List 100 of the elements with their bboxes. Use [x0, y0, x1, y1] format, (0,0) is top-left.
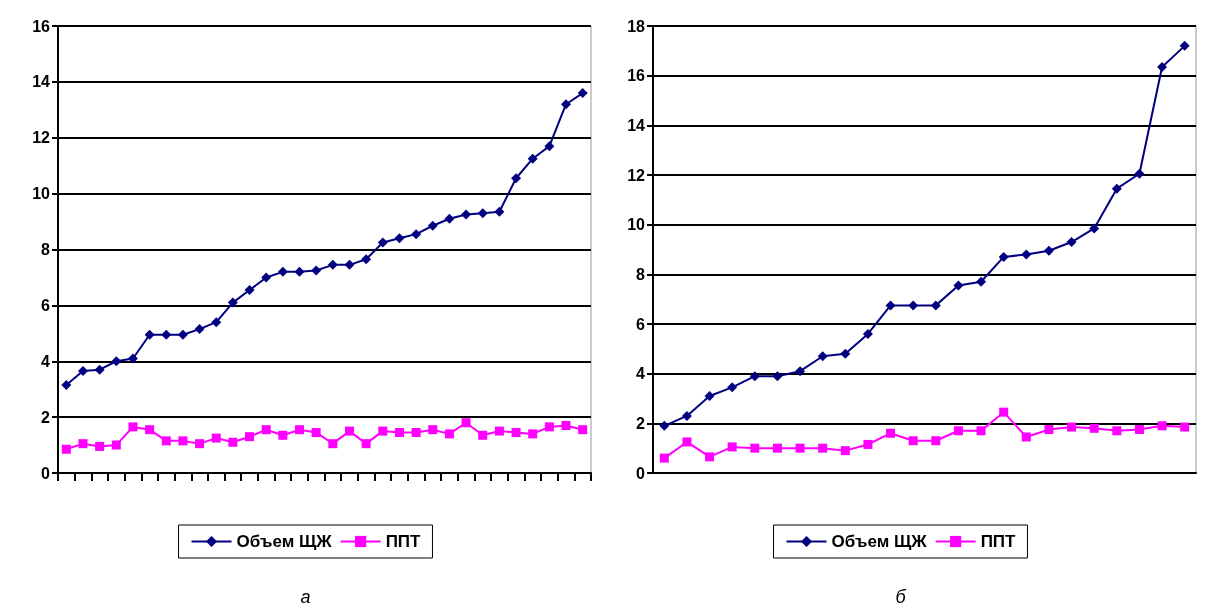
point — [1134, 425, 1144, 435]
y-tick-label: 4 — [41, 352, 51, 370]
point — [953, 426, 963, 436]
point — [494, 426, 504, 436]
point — [976, 276, 987, 287]
point — [211, 433, 221, 443]
point — [1112, 426, 1122, 436]
point — [1134, 168, 1145, 179]
point — [795, 366, 806, 377]
point — [795, 443, 805, 453]
point — [144, 329, 155, 340]
point — [885, 300, 896, 311]
point — [750, 443, 760, 453]
point — [527, 153, 538, 164]
point — [245, 432, 255, 442]
y-tick-label: 0 — [636, 464, 646, 482]
point — [277, 266, 288, 277]
y-tick-label: 4 — [636, 365, 646, 383]
point — [659, 453, 669, 463]
point — [577, 88, 588, 99]
point — [1043, 245, 1054, 256]
point — [1157, 61, 1168, 72]
point — [261, 272, 272, 283]
point — [1089, 223, 1100, 234]
point — [561, 421, 571, 431]
point — [261, 425, 271, 435]
point — [77, 366, 88, 377]
point — [749, 371, 760, 382]
y-tick-label: 2 — [636, 414, 646, 432]
y-tick-label: 14 — [627, 116, 646, 134]
point — [211, 317, 222, 328]
y-tick-label: 12 — [627, 166, 646, 184]
point — [177, 329, 188, 340]
point — [361, 254, 372, 265]
point — [478, 430, 488, 440]
point — [908, 300, 919, 311]
point — [1067, 422, 1077, 432]
point — [840, 348, 851, 359]
point — [908, 436, 918, 446]
point — [1157, 421, 1167, 431]
point — [461, 209, 472, 220]
point — [772, 371, 783, 382]
point — [295, 425, 305, 435]
y-tick-label: 2 — [41, 408, 51, 426]
point — [1089, 423, 1099, 433]
point — [61, 380, 72, 390]
point — [444, 429, 454, 439]
point — [161, 329, 172, 340]
y-tick-label: 10 — [627, 216, 646, 234]
y-tick-label: 12 — [32, 129, 51, 147]
point — [78, 439, 88, 449]
point — [94, 364, 105, 375]
point — [930, 300, 941, 311]
point — [195, 439, 205, 449]
point — [817, 351, 828, 362]
legend-label: Объем ЩЖ — [236, 532, 333, 551]
point — [659, 420, 670, 431]
y-tick-label: 6 — [636, 315, 646, 333]
point — [561, 99, 572, 110]
point — [127, 353, 138, 364]
y-tick-label: 6 — [41, 296, 51, 314]
y-tick-label: 0 — [41, 464, 51, 482]
y-tick-label: 10 — [32, 185, 51, 203]
point — [953, 280, 964, 291]
point — [178, 436, 188, 446]
point — [528, 429, 538, 439]
point — [727, 382, 738, 393]
point — [244, 285, 255, 296]
point — [194, 324, 205, 335]
point — [705, 452, 715, 462]
point — [998, 251, 1009, 262]
point — [477, 208, 488, 219]
point — [1180, 422, 1190, 432]
y-tick-label: 16 — [627, 67, 646, 85]
text: а — [300, 587, 311, 606]
point — [95, 441, 105, 451]
point — [377, 237, 388, 248]
point — [327, 259, 338, 270]
point — [840, 446, 850, 456]
point — [511, 427, 521, 437]
point — [1021, 432, 1031, 442]
point — [544, 141, 555, 152]
legend-label: ППТ — [980, 532, 1017, 551]
point — [931, 436, 941, 446]
point — [294, 266, 305, 277]
point — [428, 425, 438, 435]
point — [494, 206, 505, 217]
point — [427, 220, 438, 231]
point — [511, 173, 522, 184]
point — [681, 410, 692, 421]
y-tick-label: 8 — [636, 265, 646, 283]
point — [727, 442, 737, 452]
text: б — [895, 587, 907, 606]
point — [1021, 249, 1032, 260]
point — [818, 443, 828, 453]
point — [1044, 425, 1054, 435]
legend-label: ППТ — [385, 532, 422, 551]
point — [361, 439, 371, 449]
point — [111, 356, 122, 367]
legend-label: Объем ЩЖ — [831, 532, 928, 551]
